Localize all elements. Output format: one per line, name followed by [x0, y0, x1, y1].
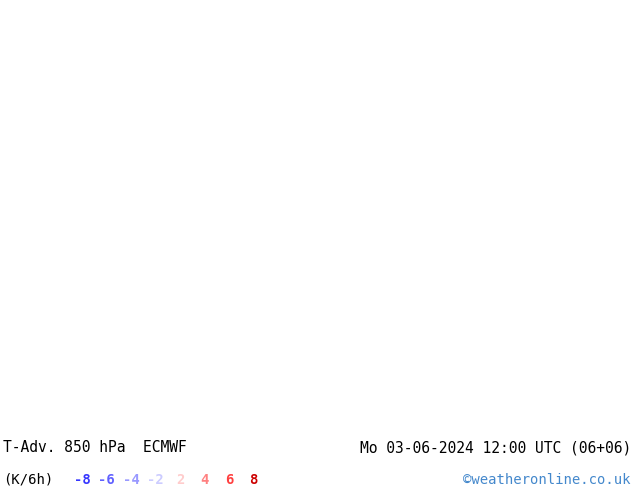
- Text: -6: -6: [98, 473, 115, 487]
- Text: 2: 2: [176, 473, 184, 487]
- Text: -2: -2: [148, 473, 164, 487]
- Text: Mo 03-06-2024 12:00 UTC (06+06): Mo 03-06-2024 12:00 UTC (06+06): [359, 440, 631, 455]
- Text: 8: 8: [249, 473, 258, 487]
- Text: ©weatheronline.co.uk: ©weatheronline.co.uk: [463, 473, 631, 487]
- Text: T-Adv. 850 hPa  ECMWF: T-Adv. 850 hPa ECMWF: [3, 440, 187, 455]
- Text: (K/6h): (K/6h): [3, 473, 53, 487]
- Text: -8: -8: [74, 473, 91, 487]
- Text: 4: 4: [200, 473, 209, 487]
- Text: -4: -4: [123, 473, 139, 487]
- Text: 6: 6: [225, 473, 233, 487]
